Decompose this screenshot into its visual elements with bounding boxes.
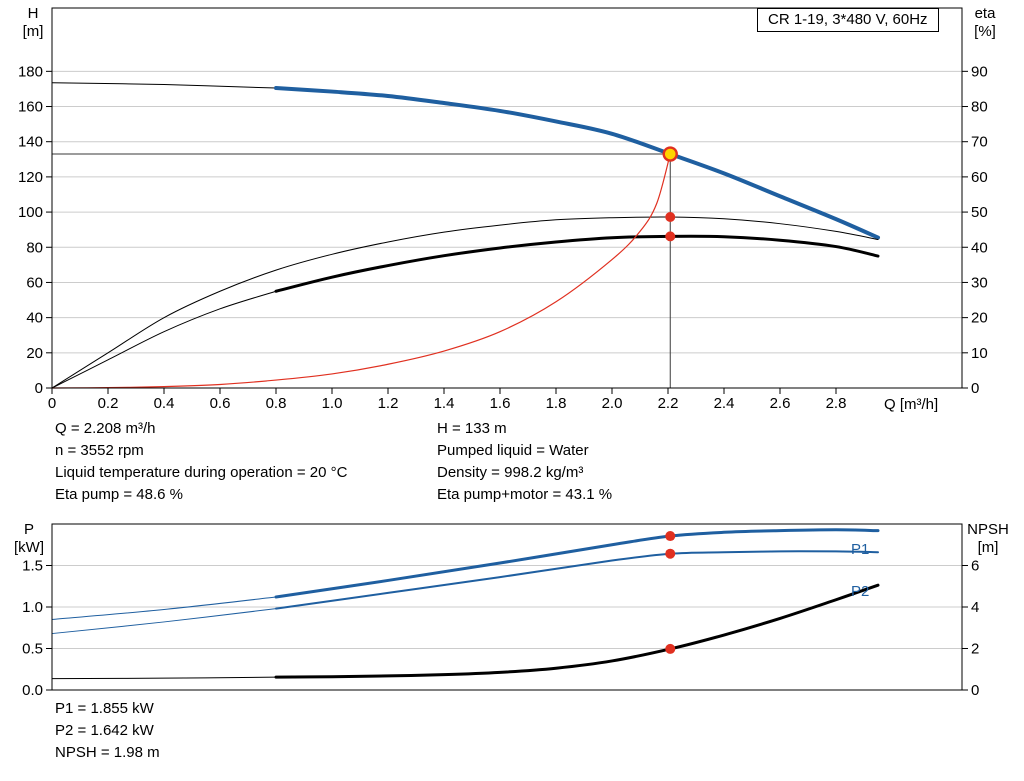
p1-power-curve: [274, 528, 880, 599]
npsh-curve-low-flow: [51, 676, 277, 680]
right-axis-tick-label: 50: [971, 204, 988, 221]
duty-point-curve: [51, 153, 671, 389]
right-axis-tick-label: 70: [971, 134, 988, 151]
left-axis-tick-label: 80: [26, 239, 43, 256]
info-p2: P2 = 1.642 kW: [55, 722, 154, 739]
right-axis-tick-label: 4: [971, 599, 979, 616]
info-flow: Q = 2.208 m³/h: [55, 420, 156, 437]
right-axis-tick-label: 20: [971, 310, 988, 327]
right-axis-tick-label: 0: [971, 682, 979, 699]
duty-info-left-column: Q = 2.208 m³/h n = 3552 rpm Liquid tempe…: [55, 420, 347, 508]
power-axis-title: P [kW]: [8, 521, 50, 557]
duty-info-right-column: H = 133 m Pumped liquid = Water Density …: [437, 420, 612, 508]
qh-curve-low-flow: [51, 82, 277, 89]
p1-curve-label: P1: [851, 541, 870, 558]
x-axis-tick-label: 0.2: [98, 395, 119, 412]
flow-axis-title: Q [m³/h]: [884, 396, 939, 413]
p2-power-curve-low-flow: [51, 608, 277, 635]
eta-pump-motor-operating-dot: [665, 231, 676, 242]
right-axis-tick-label: 6: [971, 558, 979, 575]
pump-model-title: CR 1-19, 3*480 V, 60Hz: [757, 8, 939, 32]
eta-axis-title: eta [%]: [962, 5, 1008, 41]
npsh-axis-title-unit: [m]: [977, 539, 999, 556]
info-pumped-liquid: Pumped liquid = Water: [437, 442, 589, 459]
left-axis-tick-label: 1.5: [22, 558, 43, 575]
right-axis-tick-label: 80: [971, 99, 988, 116]
power-axis-title-symbol: P: [23, 521, 34, 538]
info-density: Density = 998.2 kg/m³: [437, 464, 584, 481]
info-liquid-temperature: Liquid temperature during operation = 20…: [55, 464, 348, 481]
power-info-column: P1 = 1.855 kW P2 = 1.642 kW NPSH = 1.98 …: [55, 700, 160, 766]
left-axis-tick-label: 40: [26, 310, 43, 327]
info-npsh: NPSH = 1.98 m: [55, 744, 160, 761]
info-head: H = 133 m: [437, 420, 507, 437]
info-speed: n = 3552 rpm: [55, 442, 144, 459]
x-axis-tick-label: 2.2: [658, 395, 679, 412]
right-axis-tick-label: 0: [971, 380, 979, 397]
qh-curve: [274, 86, 880, 240]
eta-pump-motor-curve-low-flow: [51, 290, 277, 389]
npsh-curve: [274, 583, 880, 679]
left-axis-tick-label: 140: [18, 134, 43, 151]
x-axis-tick-label: 2.0: [602, 395, 623, 412]
left-axis-tick-label: 0.0: [22, 682, 43, 699]
p2-curve-label: P2: [851, 583, 870, 600]
left-axis-tick-label: 1.0: [22, 599, 43, 616]
left-axis-tick-label: 180: [18, 63, 43, 80]
eta-pump-operating-dot: [665, 212, 676, 222]
x-axis-tick-label: 0.4: [154, 395, 175, 412]
right-axis-tick-label: 40: [971, 239, 988, 256]
x-axis-tick-label: 0.6: [210, 395, 231, 412]
plot-border: [51, 7, 963, 389]
head-axis-title-unit: [m]: [22, 23, 44, 40]
eta-pump-curve: [51, 216, 879, 389]
eta-pump-motor-curve: [274, 234, 880, 293]
info-eta-pump: Eta pump = 48.6 %: [55, 486, 183, 503]
x-axis-tick-label: 2.4: [714, 395, 735, 412]
x-axis-tick-label: 2.8: [826, 395, 847, 412]
left-axis-tick-label: 60: [26, 274, 43, 291]
x-axis-tick-label: 1.6: [490, 395, 511, 412]
right-axis-tick-label: 10: [971, 345, 988, 362]
x-axis-tick-label: 1.4: [434, 395, 455, 412]
eta-axis-title-symbol: eta: [974, 5, 996, 22]
eta-axis-title-unit: [%]: [974, 23, 996, 40]
x-axis-tick-label: 1.0: [322, 395, 343, 412]
p1-operating-dot: [665, 531, 676, 542]
p2-operating-dot: [665, 548, 676, 559]
p1-power-curve-low-flow: [51, 596, 277, 620]
duty-point-marker[interactable]: [662, 146, 678, 162]
head-axis-title: H [m]: [16, 5, 50, 41]
npsh-axis-title-symbol: NPSH: [967, 521, 1009, 538]
x-axis-tick-label: 1.8: [546, 395, 567, 412]
info-eta-pump-motor: Eta pump+motor = 43.1 %: [437, 486, 613, 503]
right-axis-tick-label: 2: [971, 641, 979, 658]
left-axis-tick-label: 160: [18, 99, 43, 116]
right-axis-tick-label: 90: [971, 63, 988, 80]
head-axis-title-symbol: H: [27, 5, 39, 22]
info-p1: P1 = 1.855 kW: [55, 700, 154, 717]
right-axis-tick-label: 30: [971, 274, 988, 291]
power-axis-title-unit: [kW]: [14, 539, 44, 556]
x-axis-tick-label: 0: [48, 395, 56, 412]
p2-power-curve: [275, 550, 879, 610]
right-axis-tick-label: 60: [971, 169, 988, 186]
left-axis-tick-label: 20: [26, 345, 43, 362]
left-axis-tick-label: 100: [18, 204, 43, 221]
x-axis-tick-label: 1.2: [378, 395, 399, 412]
x-axis-tick-label: 0.8: [266, 395, 287, 412]
x-axis-tick-label: 2.6: [770, 395, 791, 412]
left-axis-tick-label: 0.5: [22, 641, 43, 658]
npsh-axis-title: NPSH [m]: [956, 521, 1020, 557]
left-axis-tick-label: 0: [35, 380, 43, 397]
left-axis-tick-label: 120: [18, 169, 43, 186]
npsh-operating-dot: [665, 643, 676, 654]
